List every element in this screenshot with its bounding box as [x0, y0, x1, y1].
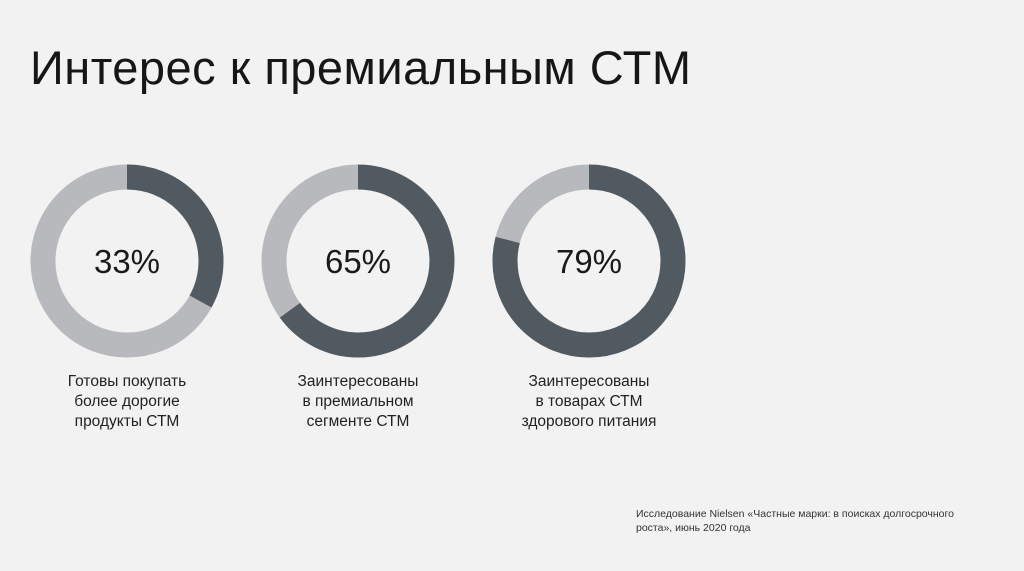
caption-3-line-1: Заинтересованы: [528, 373, 650, 390]
donut-3-value-label: 79%: [556, 243, 622, 280]
donut-1: 33%: [30, 164, 224, 358]
caption-3-line-2: в товарах СТМ: [535, 393, 643, 410]
caption-2-line-2: в премиальном: [302, 393, 414, 410]
source-line-1: Исследование Nielsen «Частные марки: в п…: [636, 508, 954, 520]
donut-2: 65%: [261, 164, 455, 358]
caption-2-line-1: Заинтересованы: [297, 373, 419, 390]
caption-2-line-3: сегменте СТМ: [306, 413, 410, 430]
caption-2: Заинтересованы в премиальном сегменте СТ…: [248, 372, 468, 432]
source-line-2: роста», июнь 2020 года: [636, 522, 751, 534]
donut-3: 79%: [492, 164, 686, 358]
caption-1-line-2: более дорогие: [74, 393, 180, 410]
donut-2-value-arc: [261, 164, 455, 358]
caption-1-line-3: продукты СТМ: [74, 413, 180, 430]
source-note: Исследование Nielsen «Частные марки: в п…: [636, 507, 996, 535]
donut-1-value-arc: [30, 164, 224, 358]
caption-3-line-3: здорового питания: [521, 413, 657, 430]
caption-3: Заинтересованы в товарах СТМ здорового п…: [479, 372, 699, 432]
donut-3-value-arc: [492, 164, 686, 358]
caption-1-line-1: Готовы покупать: [67, 373, 187, 390]
donut-1-value-label: 33%: [94, 243, 160, 280]
donut-2-value-label: 65%: [325, 243, 391, 280]
caption-1: Готовы покупать более дорогие продукты С…: [17, 372, 237, 432]
page-title: Интерес к премиальным СТМ: [30, 41, 692, 94]
